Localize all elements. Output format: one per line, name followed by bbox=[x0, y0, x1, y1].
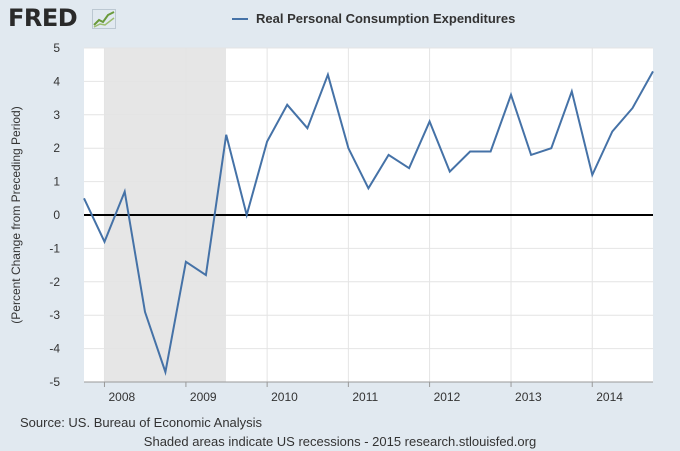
data-point bbox=[387, 153, 390, 156]
y-axis-label-wrap: (Percent Change from Preceding Period) bbox=[4, 48, 28, 382]
x-tick-label: 2011 bbox=[352, 390, 378, 404]
data-point bbox=[164, 370, 167, 373]
y-tick-label: 3 bbox=[53, 108, 60, 122]
data-point bbox=[489, 150, 492, 153]
y-tick-label: 2 bbox=[53, 141, 60, 155]
y-tick-label: -2 bbox=[49, 275, 60, 289]
series-line-0 bbox=[83, 70, 654, 376]
y-tick-label: 5 bbox=[53, 41, 60, 55]
x-tick-label: 2012 bbox=[434, 390, 461, 404]
data-point bbox=[143, 310, 146, 313]
y-tick-label: -1 bbox=[49, 241, 60, 255]
y-tick-label: -3 bbox=[49, 308, 60, 322]
data-point bbox=[448, 170, 451, 173]
data-point bbox=[591, 173, 594, 176]
data-point bbox=[123, 190, 126, 193]
x-tick-label: 2014 bbox=[596, 390, 623, 404]
data-point bbox=[469, 150, 472, 153]
y-tick-label: -5 bbox=[49, 375, 60, 389]
data-point bbox=[83, 197, 86, 200]
data-point bbox=[184, 260, 187, 263]
y-tick-label: 4 bbox=[53, 74, 60, 88]
data-point bbox=[428, 120, 431, 123]
data-point bbox=[103, 240, 106, 243]
x-tick-label: 2009 bbox=[190, 390, 217, 404]
chart-legend: Real Personal Consumption Expenditures bbox=[232, 11, 515, 26]
data-point bbox=[570, 90, 573, 93]
data-point bbox=[225, 133, 228, 136]
data-point bbox=[611, 130, 614, 133]
data-point bbox=[245, 214, 248, 217]
data-point bbox=[204, 274, 207, 277]
data-point bbox=[347, 147, 350, 150]
data-point bbox=[266, 140, 269, 143]
y-tick-label: 1 bbox=[53, 175, 60, 189]
x-tick-label: 2013 bbox=[515, 390, 542, 404]
x-tick-label: 2008 bbox=[108, 390, 135, 404]
data-point bbox=[510, 93, 513, 96]
legend-label: Real Personal Consumption Expenditures bbox=[256, 11, 516, 26]
recession-note: Shaded areas indicate US recessions - 20… bbox=[143, 434, 537, 449]
data-point bbox=[326, 73, 329, 76]
y-tick-label: 0 bbox=[53, 208, 60, 222]
data-point bbox=[306, 127, 309, 130]
fred-logo[interactable]: FRED bbox=[8, 4, 78, 32]
chart-line-icon bbox=[92, 9, 116, 29]
data-point bbox=[408, 167, 411, 170]
data-point bbox=[652, 70, 655, 73]
data-point bbox=[550, 147, 553, 150]
y-axis-label: (Percent Change from Preceding Period) bbox=[9, 106, 23, 324]
data-point bbox=[286, 103, 289, 106]
data-point bbox=[530, 153, 533, 156]
x-tick-label: 2010 bbox=[271, 390, 298, 404]
y-tick-label: -4 bbox=[49, 342, 60, 356]
data-point bbox=[631, 107, 634, 110]
data-point bbox=[367, 187, 370, 190]
source-note: Source: US. Bureau of Economic Analysis bbox=[20, 415, 263, 430]
legend-swatch bbox=[232, 17, 248, 20]
